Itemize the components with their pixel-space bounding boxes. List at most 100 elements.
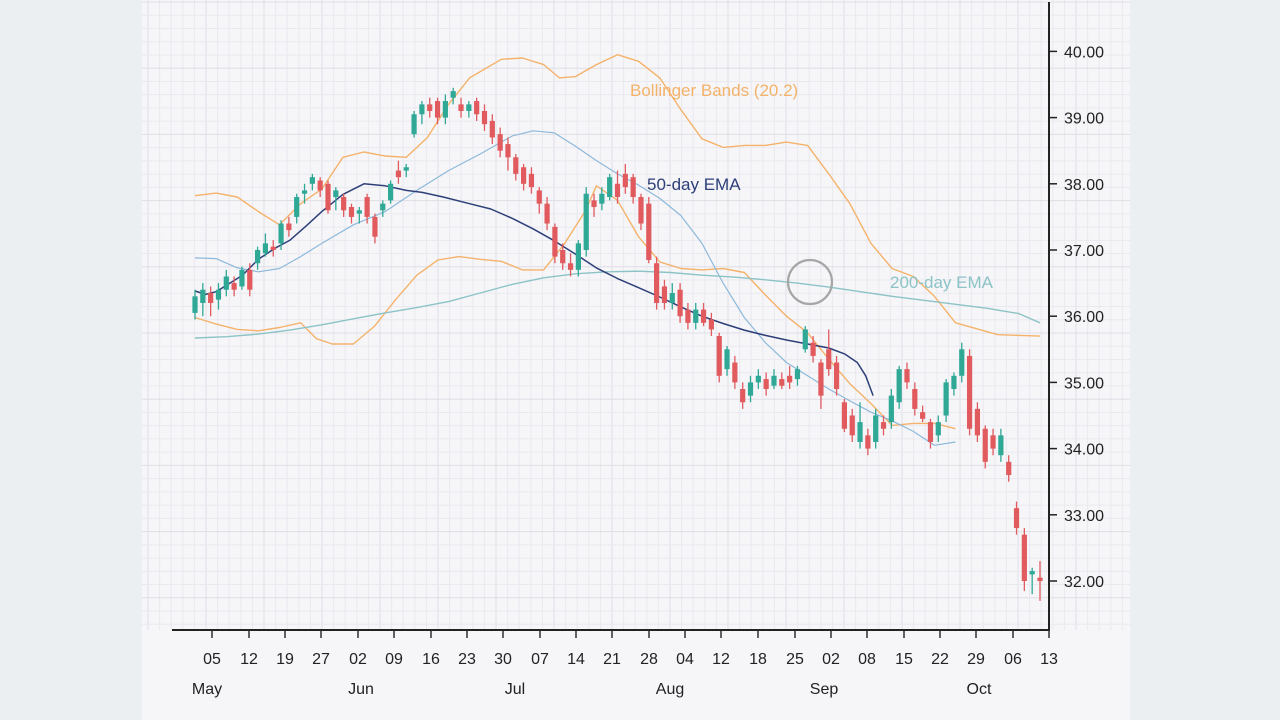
annotations: Bollinger Bands (20.2) 50-day EMA 200-da… bbox=[630, 81, 994, 306]
candle bbox=[787, 365, 793, 390]
candle-body bbox=[372, 216, 378, 237]
candle bbox=[755, 369, 761, 390]
candle bbox=[575, 240, 581, 277]
candle-body bbox=[857, 422, 863, 442]
candle bbox=[982, 425, 988, 469]
x-tick-label: 18 bbox=[749, 651, 767, 668]
candle bbox=[607, 173, 613, 201]
candle bbox=[747, 375, 754, 403]
x-tick-label: 29 bbox=[967, 651, 985, 668]
candle bbox=[974, 402, 981, 442]
candle-body bbox=[247, 269, 253, 290]
month-label: Aug bbox=[656, 681, 684, 698]
candle bbox=[364, 193, 370, 224]
x-tick-label: 09 bbox=[385, 651, 403, 668]
candle bbox=[654, 256, 660, 310]
candle bbox=[388, 180, 394, 204]
candles bbox=[192, 87, 1043, 601]
candle bbox=[505, 137, 511, 171]
candle bbox=[669, 283, 675, 310]
candle bbox=[1029, 567, 1035, 595]
candle-body bbox=[208, 293, 214, 303]
candle bbox=[560, 243, 566, 270]
candle-body bbox=[700, 309, 707, 323]
candle-body bbox=[951, 375, 957, 390]
candle-body bbox=[998, 435, 1004, 456]
candle bbox=[544, 197, 550, 231]
candle-body bbox=[215, 289, 222, 300]
candle bbox=[888, 389, 894, 429]
axis-labels: 32.00 33.00 34.00 35.00 36.00 37.00 38.00 39.00… bbox=[192, 44, 1104, 698]
month-label: Jun bbox=[348, 681, 374, 698]
candle bbox=[700, 302, 707, 327]
candle-body bbox=[575, 243, 581, 270]
candle-body bbox=[317, 180, 323, 191]
candle bbox=[434, 97, 441, 125]
candle bbox=[826, 329, 832, 376]
candle-body bbox=[841, 402, 847, 429]
x-tick-label: 05 bbox=[203, 651, 221, 668]
candle-body bbox=[309, 177, 315, 184]
candle-body bbox=[294, 197, 300, 217]
candle-body bbox=[388, 183, 394, 201]
x-tick-label: 13 bbox=[1040, 651, 1058, 668]
candle bbox=[200, 283, 206, 317]
candle-body bbox=[497, 134, 503, 151]
candle bbox=[763, 372, 769, 396]
candle-body bbox=[974, 408, 981, 436]
x-tick-label: 08 bbox=[858, 651, 876, 668]
candle-body bbox=[192, 296, 198, 313]
candle-body bbox=[505, 144, 511, 158]
bollinger-lower-line bbox=[194, 185, 956, 430]
x-tick-label: 06 bbox=[1004, 651, 1022, 668]
candle bbox=[341, 193, 347, 217]
candle bbox=[270, 240, 276, 257]
candle-body bbox=[521, 167, 527, 184]
candle bbox=[880, 415, 887, 436]
candle bbox=[466, 101, 472, 118]
candle bbox=[325, 180, 331, 214]
candle-body bbox=[333, 190, 339, 198]
y-tick-label: 38.00 bbox=[1064, 177, 1104, 194]
candle bbox=[481, 104, 488, 131]
candle-body bbox=[794, 369, 801, 380]
candle bbox=[333, 187, 339, 211]
candle-body bbox=[1021, 534, 1027, 581]
bollinger-label: Bollinger Bands (20.2) bbox=[630, 81, 798, 100]
candle-body bbox=[341, 197, 347, 211]
candle-body bbox=[200, 289, 206, 303]
candle bbox=[317, 177, 323, 198]
candle bbox=[278, 220, 284, 250]
candle-body bbox=[583, 193, 589, 250]
candle-body bbox=[1013, 508, 1020, 529]
candle-body bbox=[411, 114, 417, 135]
candle-body bbox=[888, 395, 894, 423]
candle bbox=[1006, 455, 1012, 482]
candle-body bbox=[935, 422, 941, 436]
x-tick-label: 21 bbox=[603, 651, 621, 668]
candle-body bbox=[982, 428, 988, 462]
indicator-lines bbox=[194, 54, 1041, 446]
candle-body bbox=[262, 243, 269, 254]
candle-body bbox=[599, 193, 605, 204]
candle-body bbox=[779, 379, 785, 386]
x-tick-label: 02 bbox=[822, 651, 840, 668]
candle bbox=[630, 173, 636, 204]
candle-body bbox=[466, 104, 472, 111]
candle-body bbox=[966, 355, 973, 429]
candle bbox=[677, 283, 683, 323]
y-tick-label: 37.00 bbox=[1064, 243, 1104, 260]
candle-body bbox=[763, 379, 769, 390]
candle bbox=[599, 187, 605, 211]
candle bbox=[286, 216, 292, 237]
candle bbox=[779, 372, 785, 390]
candle bbox=[294, 193, 300, 224]
candle-body bbox=[716, 336, 722, 376]
x-tick-label: 04 bbox=[676, 651, 694, 668]
candle-body bbox=[740, 389, 746, 403]
month-label: May bbox=[192, 681, 222, 698]
x-tick-label: 30 bbox=[494, 651, 512, 668]
candle bbox=[419, 101, 425, 125]
y-tick-label: 39.00 bbox=[1064, 111, 1104, 128]
